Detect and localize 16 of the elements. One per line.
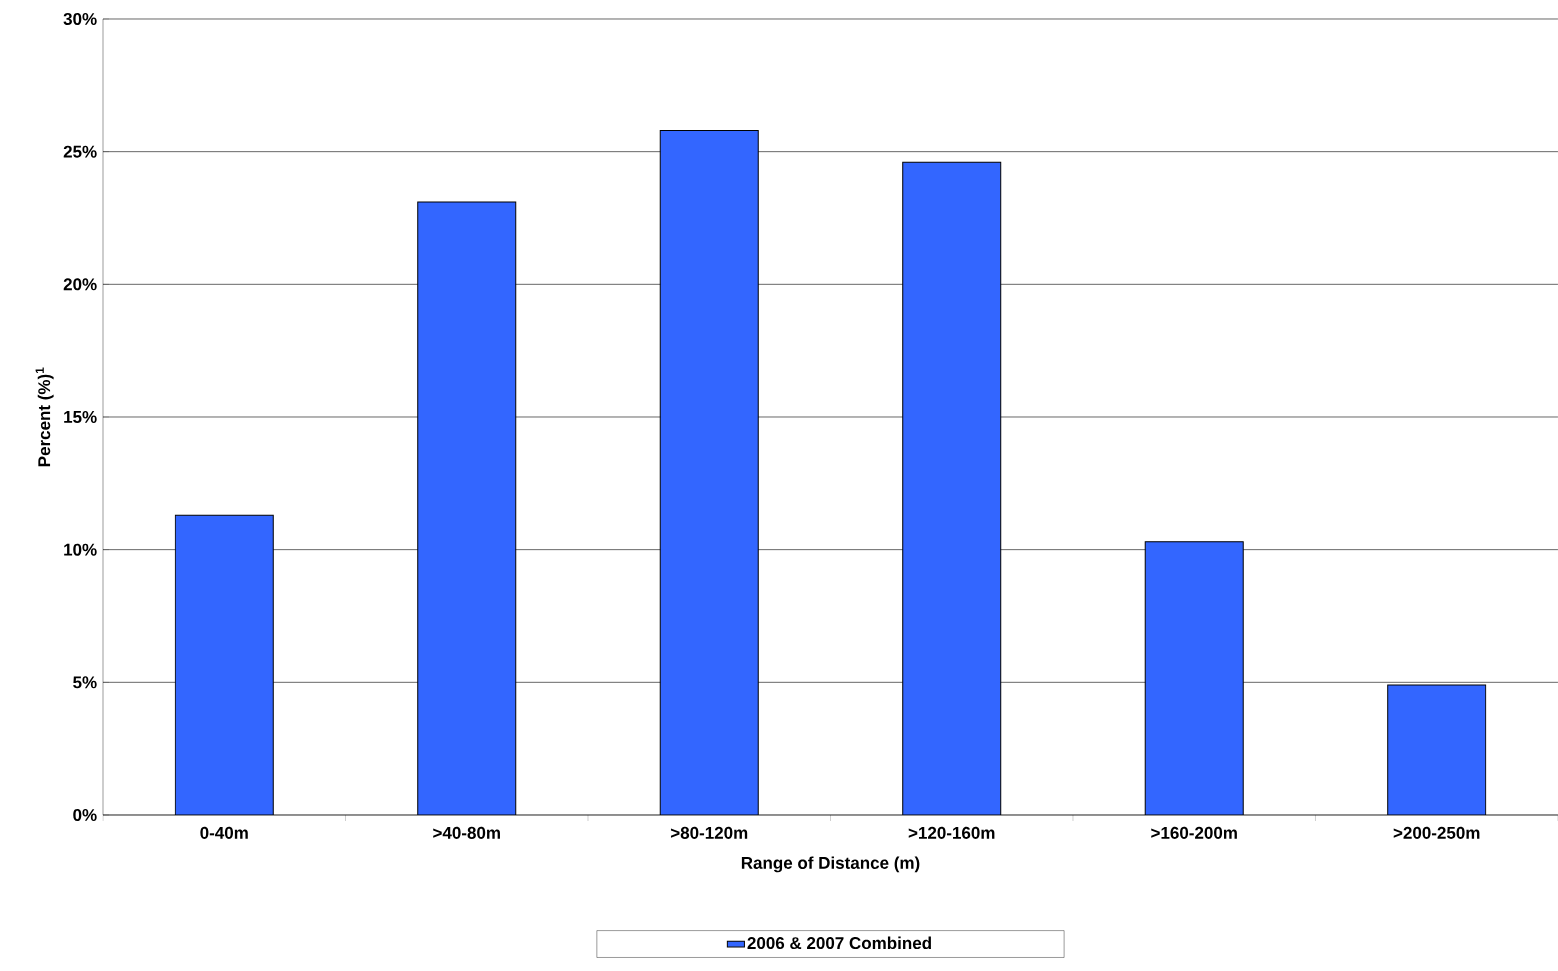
legend-label: 2006 & 2007 Combined (747, 936, 931, 950)
x-tick-label: 0-40m (200, 826, 248, 839)
y-tick-label: 25% (63, 145, 97, 158)
y-tick-label: 10% (64, 543, 97, 556)
y-tick-label: 30% (63, 12, 97, 26)
x-tick-label: >40-80m (433, 826, 500, 839)
x-tick-label: >200-250m (1393, 826, 1480, 839)
y-tick-label: 15% (64, 410, 97, 423)
x-tick-label: >80-120m (670, 826, 748, 839)
y-axis-title: Percent (%)$^{1}$ (35, 367, 54, 467)
y-tick-label: 5% (73, 676, 97, 689)
x-tick-label: >120-160m (908, 826, 995, 839)
y-tick-label: 0% (73, 808, 97, 822)
x-axis-title: Range of Distance (m) (741, 856, 920, 873)
y-tick-label: 20% (63, 278, 97, 291)
x-tick-label: >160-200m (1151, 826, 1237, 839)
